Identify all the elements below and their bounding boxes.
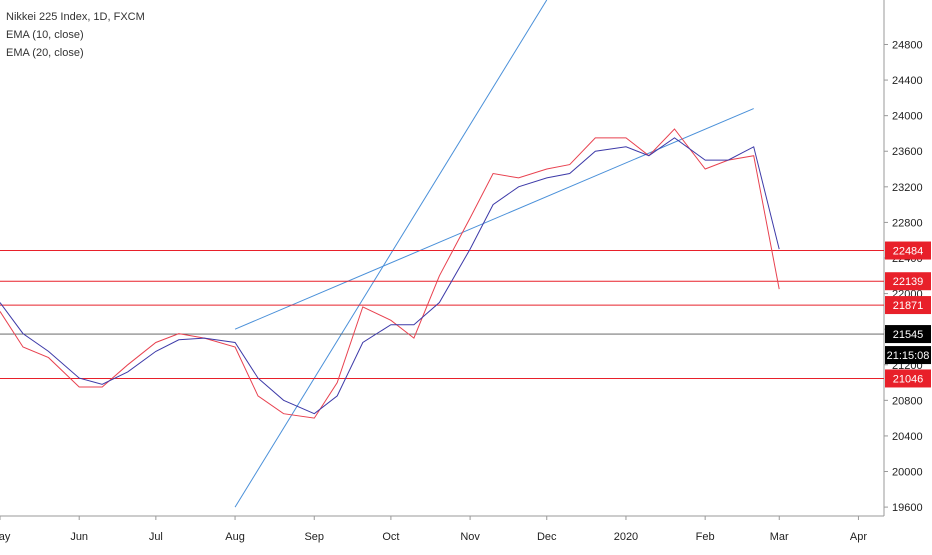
y-tick-label: 23200 xyxy=(892,182,923,194)
legend-symbol: Nikkei 225 Index, 1D, FXCM xyxy=(6,11,145,23)
x-tick-label: May xyxy=(0,531,11,543)
level-price-tag-bg xyxy=(885,272,931,291)
x-tick-label: Aug xyxy=(225,531,245,543)
level-price-tag-bg xyxy=(885,369,931,388)
y-tick-label: 24400 xyxy=(892,75,923,87)
x-tick-label: Jul xyxy=(149,531,163,543)
countdown-tag-bg xyxy=(885,346,931,365)
x-tick-label: Mar xyxy=(770,531,789,543)
x-tick-label: Oct xyxy=(382,531,399,543)
last-price-tag: 21545 xyxy=(893,329,924,341)
trend-channel-line xyxy=(234,108,754,330)
y-tick-label: 24800 xyxy=(892,39,923,51)
y-tick-label: 23600 xyxy=(892,146,923,158)
x-tick-label: Feb xyxy=(696,531,715,543)
y-tick-label: 20400 xyxy=(892,431,923,443)
y-tick-label: 20800 xyxy=(892,395,923,407)
level-price-tag: 21871 xyxy=(893,300,924,312)
last-price-tag-bg xyxy=(885,325,931,344)
level-price-tag-bg xyxy=(885,296,931,315)
level-price-tag: 21046 xyxy=(893,373,924,385)
level-price-tag-bg xyxy=(885,241,931,260)
trend-channel-line xyxy=(234,0,548,508)
x-tick-label: Dec xyxy=(537,531,557,543)
legend-ema20: EMA (20, close) xyxy=(6,47,84,59)
y-tick-label: 24000 xyxy=(892,111,923,123)
level-price-tag: 22484 xyxy=(893,246,924,258)
x-tick-label: Jun xyxy=(70,531,88,543)
y-tick-label: 19600 xyxy=(892,502,923,514)
ema-line xyxy=(0,128,780,419)
chart-legend: Nikkei 225 Index, 1D, FXCM EMA (10, clos… xyxy=(6,8,145,62)
x-tick-label: Sep xyxy=(304,531,324,543)
y-tick-label: 20000 xyxy=(892,467,923,479)
x-tick-label: 2020 xyxy=(614,531,638,543)
x-tick-label: Nov xyxy=(460,531,480,543)
countdown-tag: 21:15:08 xyxy=(887,350,930,362)
level-price-tag: 22139 xyxy=(893,276,924,288)
y-tick-label: 22800 xyxy=(892,217,923,229)
legend-ema10: EMA (10, close) xyxy=(6,29,84,41)
x-tick-label: Apr xyxy=(850,531,867,543)
ema-line xyxy=(0,137,780,415)
